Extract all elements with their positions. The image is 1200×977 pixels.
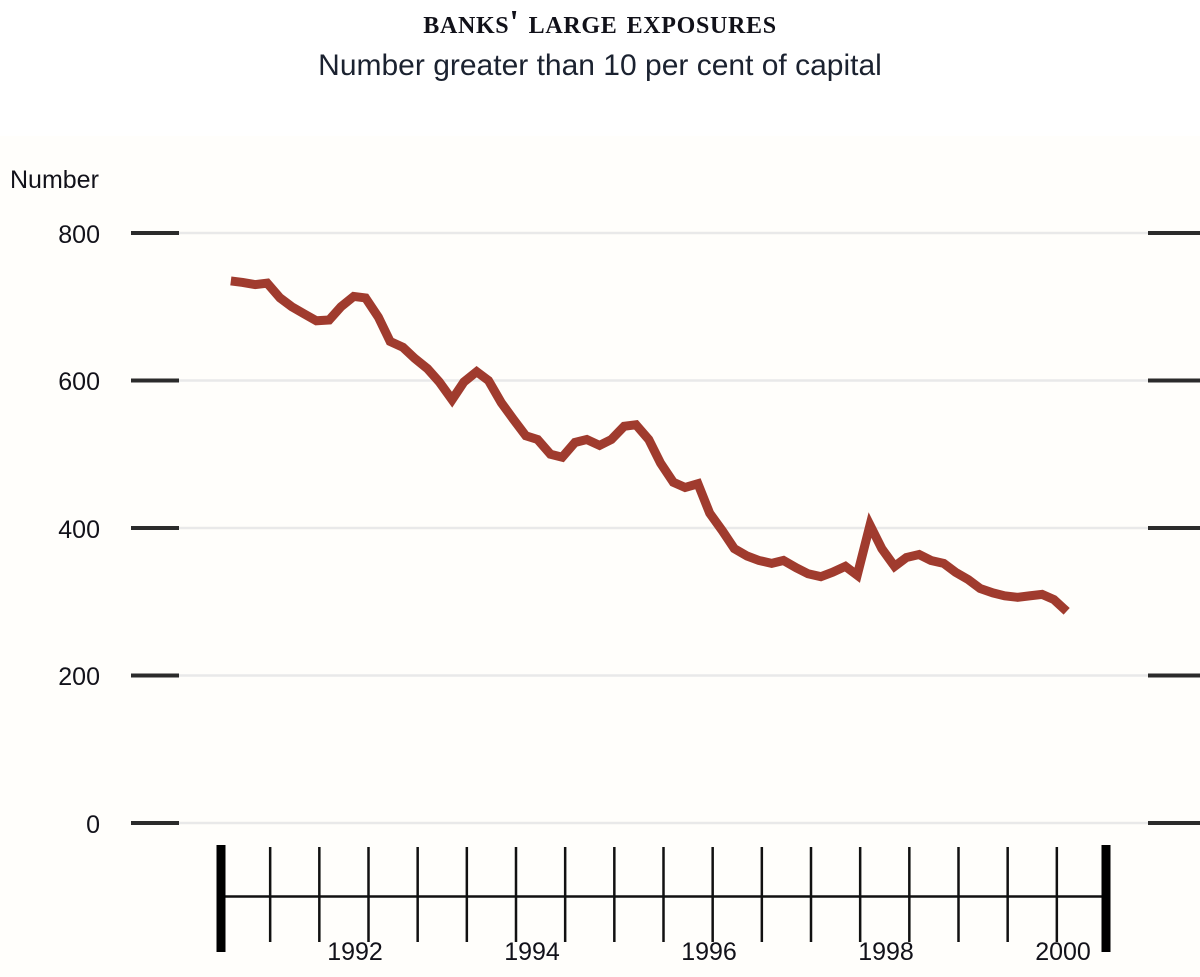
x-tick-label-1994: 1994 <box>504 938 560 966</box>
x-tick-label-1998: 1998 <box>858 938 914 966</box>
y-axis-ticks-group <box>131 231 1200 825</box>
series-line-0 <box>230 276 1070 615</box>
y-tick-label-600: 600 <box>58 368 100 396</box>
chart-header: Banks' Large Exposures Number greater th… <box>0 0 1200 84</box>
x-tick-label-1996: 1996 <box>681 938 737 966</box>
y-axis-unit-label: Number <box>10 166 99 194</box>
x-tick-label-2000: 2000 <box>1035 938 1091 966</box>
y-tick-label-800: 800 <box>58 221 100 249</box>
y-tick-label-200: 200 <box>58 663 100 691</box>
plot-background <box>0 136 1200 977</box>
y-tick-label-400: 400 <box>58 516 100 544</box>
chart-title: Banks' Large Exposures <box>423 4 777 41</box>
gridlines-group <box>131 231 1200 825</box>
data-series-group <box>230 276 1070 615</box>
x-tick-label-1992: 1992 <box>327 938 383 966</box>
chart-subtitle: Number greater than 10 per cent of capit… <box>318 49 882 83</box>
x-axis-group <box>216 845 1111 952</box>
y-tick-label-0: 0 <box>86 811 100 839</box>
